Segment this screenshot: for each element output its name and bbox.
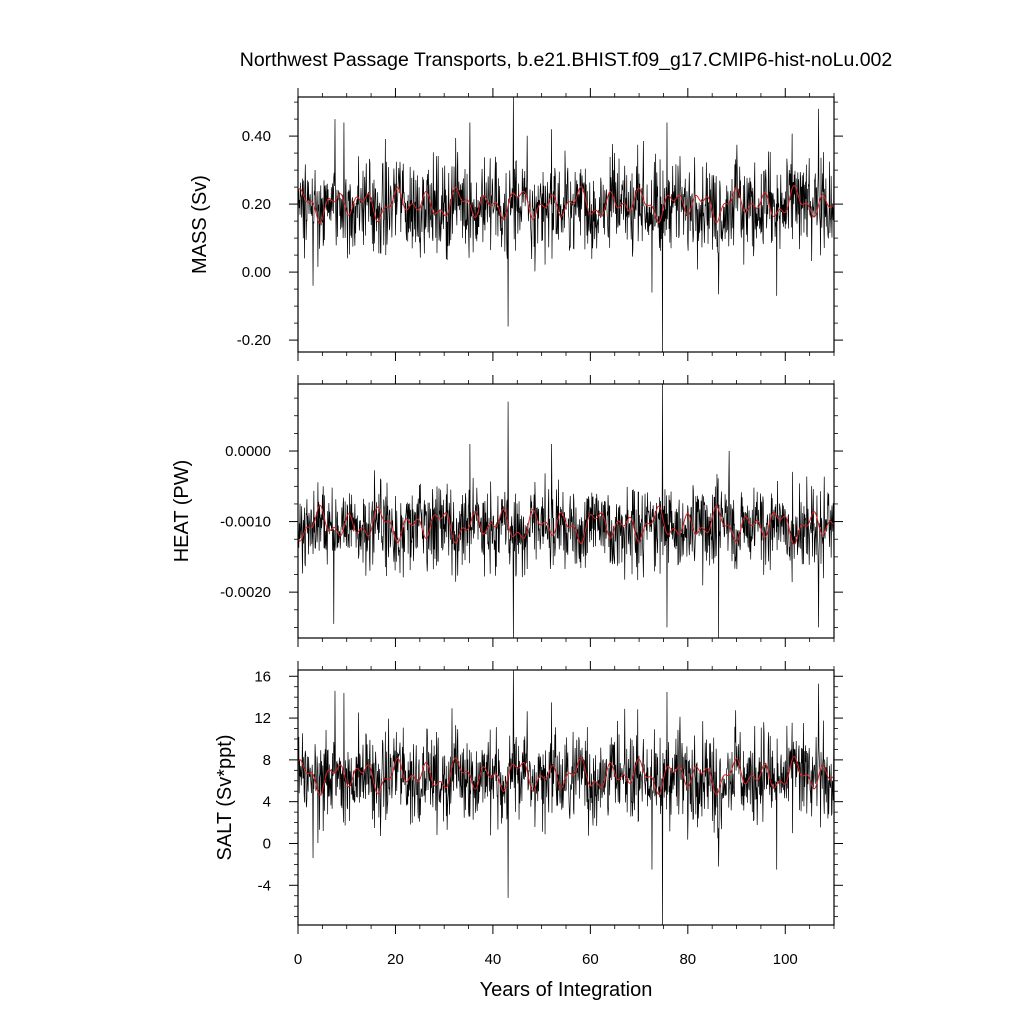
series-annual-salt [298,755,834,796]
y-axis-label-salt: SALT (Sv*ppt) [214,735,236,861]
x-tick-label: 20 [387,951,404,968]
x-tick-label: 0 [294,951,302,968]
x-axis-label: Years of Integration [480,979,653,1001]
series-annual-mass [298,184,834,224]
panel-heat: -0.0020 -0.0010 0.0000 HEAT (PW) [171,375,843,647]
y-tick-label: 0 [263,835,271,852]
y-tick-label: 4 [263,794,271,811]
y-tick-label: -0.0010 [220,514,271,531]
y-axis-label-heat: HEAT (PW) [171,460,193,563]
x-tick-label: 80 [679,951,696,968]
x-tick-label: 40 [485,951,502,968]
y-tick-label: -0.0020 [220,584,271,601]
y-tick-label: -0.20 [237,332,271,349]
y-tick-label: 0.0000 [225,443,271,460]
x-tick-label: 60 [582,951,599,968]
series-monthly-salt [298,670,834,925]
y-tick-label: 16 [254,668,271,685]
chart-title: Northwest Passage Transports, b.e21.BHIS… [240,49,893,71]
y-tick-label: 12 [254,710,271,727]
series-monthly-heat [298,384,834,638]
y-tick-label: 0.20 [242,196,271,213]
series-annual-heat [298,504,834,545]
panel-salt: -4 0 4 8 12 16 SALT (Sv*ppt) 0 20 40 60 80 100 [214,661,843,968]
panel-mass: -0.20 0.00 0.20 0.40 MASS (Sv) [189,88,843,361]
y-tick-label: 0.00 [242,264,271,281]
y-tick-label: 8 [263,752,271,769]
y-axis-label-mass: MASS (Sv) [189,175,211,274]
y-tick-label: -4 [258,877,271,894]
y-tick-label: 0.40 [242,128,271,145]
panels: -0.20 0.00 0.20 0.40 MASS (Sv) -0.0020 -0.0010… [171,88,843,968]
series-monthly-mass [298,97,834,352]
x-tick-label: 100 [773,951,798,968]
